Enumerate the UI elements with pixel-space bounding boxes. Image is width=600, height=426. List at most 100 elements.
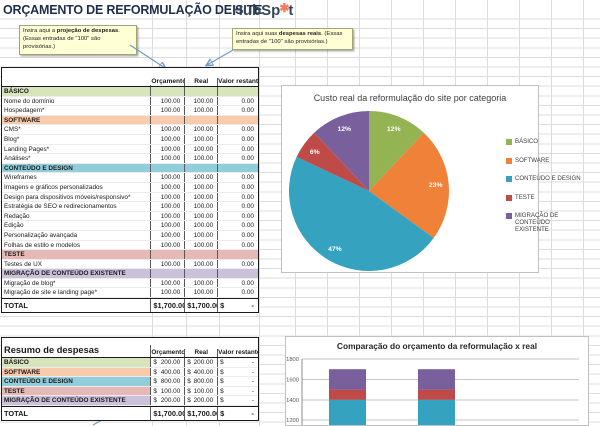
restante-cell[interactable]: 0.00 (241, 203, 254, 211)
row-label-cell[interactable]: TESTE (2, 250, 152, 259)
legend-item[interactable]: TESTE (506, 194, 582, 201)
real-cell[interactable]: 100.00 (185, 182, 219, 192)
real-cell[interactable]: 100.00 (185, 230, 219, 240)
summary-orcamento-cell[interactable]: $100.00 (151, 386, 186, 396)
real-cell[interactable]: 100.00 (185, 125, 219, 134)
row-label-cell[interactable]: Imagens e gráficos personalizados (2, 182, 152, 192)
summary-label-cell[interactable]: CONTEÚDO E DESIGN (2, 377, 152, 386)
orcamento-cell[interactable]: 100.00 (151, 144, 186, 154)
real-cell[interactable]: 100.00 (185, 96, 219, 106)
row-label-cell[interactable]: Migração de site e landing page* (2, 288, 152, 298)
orcamento-cell[interactable]: 100.00 (151, 192, 186, 202)
legend-item[interactable]: CONTEÚDO E DESIGN (506, 175, 582, 182)
real-cell[interactable]: 100.00 (185, 202, 219, 211)
summary-label-cell[interactable]: TESTE (2, 386, 152, 396)
summary-restante-cell[interactable]: $ - (218, 377, 258, 386)
orcamento-cell[interactable]: 100.00 (151, 240, 186, 250)
orcamento-cell[interactable] (151, 250, 186, 259)
restante-cell[interactable]: 0.00 (241, 183, 254, 191)
restante-cell[interactable]: 0.00 (241, 212, 254, 220)
orcamento-cell[interactable]: 100.00 (151, 154, 186, 163)
legend-item[interactable]: SOFTWARE (506, 157, 582, 164)
summary-header-orcamento[interactable]: Orçamento (151, 348, 186, 357)
orcamento-cell[interactable] (151, 163, 186, 173)
real-cell[interactable]: 100.00 (185, 106, 219, 115)
row-label-cell[interactable]: Nome do domínio (2, 96, 152, 106)
row-label-cell[interactable]: Estratégia de SEO e redirecionamentos (2, 202, 152, 211)
row-label-cell[interactable]: BÁSICO (2, 87, 152, 96)
row-label-cell[interactable]: Wireframes (2, 173, 152, 182)
summary-orcamento-cell[interactable]: $400.00 (151, 367, 186, 377)
real-cell[interactable]: 100.00 (185, 144, 219, 154)
total-restante-cell[interactable]: $ - (218, 299, 258, 312)
summary-restante-cell[interactable]: $ - (218, 396, 258, 405)
restante-cell[interactable]: 0.00 (241, 222, 254, 230)
real-cell[interactable] (185, 163, 219, 173)
row-label-cell[interactable]: MIGRAÇÃO DE CONTEÚDO EXISTENTE (2, 269, 152, 278)
real-cell[interactable] (185, 269, 219, 278)
row-label-cell[interactable]: Análises* (2, 154, 152, 163)
real-cell[interactable]: 100.00 (185, 240, 219, 250)
summary-real-cell[interactable]: $400.00 (185, 367, 219, 377)
real-cell[interactable]: 100.00 (185, 154, 219, 163)
orcamento-cell[interactable]: 100.00 (151, 221, 186, 230)
restante-cell[interactable]: 0.00 (241, 135, 254, 143)
total-real-cell[interactable]: $1,700.00 (185, 299, 219, 313)
summary-orcamento-cell[interactable]: $200.00 (151, 396, 186, 405)
summary-restante-cell[interactable]: $ - (218, 368, 258, 377)
total-label-cell[interactable]: TOTAL (2, 299, 152, 313)
real-cell[interactable]: 100.00 (185, 278, 219, 288)
row-label-cell[interactable]: SOFTWARE (2, 115, 152, 125)
row-label-cell[interactable]: Redação (2, 211, 152, 221)
orcamento-cell[interactable] (151, 87, 186, 96)
summary-restante-cell[interactable]: $ - (218, 387, 258, 396)
real-cell[interactable]: 100.00 (185, 259, 219, 269)
real-cell[interactable]: 100.00 (185, 192, 219, 202)
restante-cell[interactable]: 0.00 (241, 241, 254, 249)
row-label-cell[interactable]: Folhas de estilo e modelos (2, 240, 152, 250)
restante-cell[interactable]: 0.00 (241, 289, 254, 297)
bar-chart[interactable]: Comparação do orçamento da reformulação … (285, 336, 589, 426)
row-label-cell[interactable]: Blog* (2, 134, 152, 144)
orcamento-cell[interactable] (151, 115, 186, 125)
summary-orcamento-cell[interactable]: $800.00 (151, 377, 186, 386)
total-orcamento-cell[interactable]: $1,700.00 (151, 299, 186, 313)
summary-total-restante[interactable]: $ - (218, 407, 258, 420)
orcamento-cell[interactable]: 100.00 (151, 134, 186, 144)
restante-cell[interactable]: 0.00 (241, 126, 254, 134)
restante-cell[interactable]: 0.00 (241, 279, 254, 287)
row-label-cell[interactable]: Hospedagem* (2, 106, 152, 115)
orcamento-cell[interactable]: 100.00 (151, 230, 186, 240)
restante-cell[interactable]: 0.00 (241, 174, 254, 182)
restante-cell[interactable]: 0.00 (241, 107, 254, 115)
restante-cell[interactable]: 0.00 (241, 193, 254, 201)
restante-cell[interactable]: 0.00 (241, 97, 254, 105)
real-cell[interactable]: 100.00 (185, 288, 219, 298)
orcamento-cell[interactable] (151, 269, 186, 278)
orcamento-cell[interactable]: 100.00 (151, 125, 186, 134)
real-cell[interactable]: 100.00 (185, 211, 219, 221)
row-label-cell[interactable]: Landing Pages* (2, 144, 152, 154)
callout-projection-note[interactable]: Insira aqui a projeção de despesas. (Ess… (19, 25, 137, 55)
real-cell[interactable] (185, 115, 219, 125)
summary-real-cell[interactable]: $200.00 (185, 358, 219, 367)
restante-cell[interactable]: 0.00 (241, 231, 254, 239)
restante-cell[interactable]: 0.00 (241, 145, 254, 153)
row-label-cell[interactable]: CMS* (2, 125, 152, 134)
summary-restante-cell[interactable]: $ - (218, 358, 258, 367)
summary-orcamento-cell[interactable]: $200.00 (151, 358, 186, 367)
row-label-cell[interactable]: Migração de blog* (2, 278, 152, 288)
row-label-cell[interactable]: Testes de UX (2, 259, 152, 269)
orcamento-cell[interactable]: 100.00 (151, 288, 186, 298)
row-label-cell[interactable]: Personalização avançada (2, 230, 152, 240)
callout-real-note[interactable]: Insira aqui suas despesas reais. (Essas … (232, 28, 353, 50)
summary-header-real[interactable]: Real (185, 348, 219, 357)
header-blank-cell[interactable] (2, 85, 152, 86)
orcamento-cell[interactable]: 100.00 (151, 211, 186, 221)
legend-item[interactable]: BÁSICO (506, 138, 582, 145)
real-cell[interactable]: 100.00 (185, 221, 219, 230)
row-label-cell[interactable]: CONTEÚDO E DESIGN (2, 163, 152, 173)
legend-item[interactable]: MIGRAÇÃO DE CONTEÚDO EXISTENTE (506, 212, 582, 233)
summary-total-orcamento[interactable]: $1,700.00 (151, 406, 186, 420)
real-cell[interactable]: 100.00 (185, 173, 219, 182)
